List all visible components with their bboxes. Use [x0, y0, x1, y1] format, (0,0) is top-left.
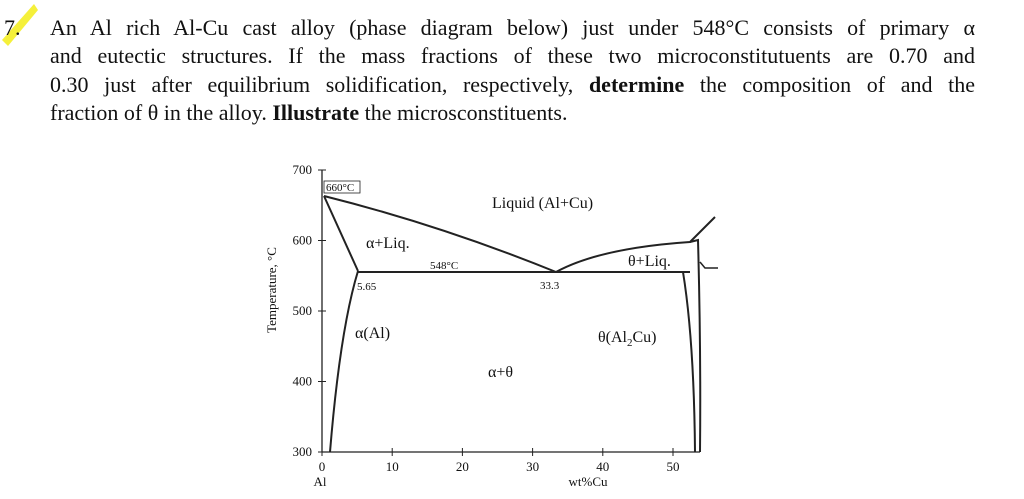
- theta-upper: [699, 261, 718, 269]
- question-number: 7.: [4, 15, 21, 40]
- label: α+θ: [488, 364, 513, 381]
- y-tick-label: 700: [293, 162, 313, 177]
- theta-left: [682, 271, 696, 453]
- label: α(Al): [355, 325, 390, 342]
- label: α+Liq.: [366, 235, 410, 252]
- bold-text: Illustrate: [272, 100, 360, 125]
- label-sub: 2: [627, 337, 633, 349]
- label-box: [323, 180, 361, 194]
- x-tick-label: 10: [386, 459, 399, 474]
- label: 5.65: [357, 281, 377, 293]
- solvus: [329, 270, 359, 453]
- x-tick-label: 40: [596, 459, 609, 474]
- liquidus-left: [323, 195, 557, 273]
- text: 0.30 just after equilibrium solidificati…: [50, 72, 589, 97]
- label-part: θ(Al: [598, 329, 628, 346]
- y-tick-label: 500: [293, 303, 313, 318]
- label: 33.3: [540, 280, 560, 292]
- label: Liquid (Al+Cu): [492, 195, 593, 212]
- bold-text: determine: [588, 72, 685, 97]
- liquidus-right: [555, 216, 716, 273]
- text-line: and eutectic structures. If the mass fra…: [50, 42, 975, 70]
- text-line: 0.30 just after equilibrium solidificati…: [50, 71, 975, 99]
- y-tick-label: 600: [293, 233, 313, 248]
- x-tick-label: 0: [319, 459, 326, 474]
- x-tick-label: 50: [667, 459, 680, 474]
- text: the composition of and the: [684, 72, 975, 97]
- label: θ(Al2Cu): [598, 329, 657, 349]
- y-axis-label: Temperature, °C: [264, 247, 279, 333]
- highlight: [2, 4, 38, 46]
- label: θ+Liq.: [628, 253, 671, 270]
- text-line: An Al rich Al-Cu cast alloy (phase diagr…: [50, 14, 975, 42]
- solidus: [323, 195, 359, 272]
- x-tick-label: 30: [526, 459, 539, 474]
- text: An Al rich Al-Cu cast alloy (phase diagr…: [50, 15, 975, 40]
- theta-right: [689, 238, 702, 453]
- text-line: fraction of θ in the alloy. Illustrate t…: [50, 99, 975, 127]
- text: and eutectic structures. If the mass fra…: [50, 43, 975, 68]
- y-tick-label: 400: [293, 374, 313, 389]
- label: 660°C: [326, 182, 354, 194]
- text: fraction of θ in the alloy.: [50, 100, 273, 125]
- diagram-lines: [321, 170, 718, 453]
- y-tick-label: 300: [293, 444, 313, 459]
- text: the microsconstituents.: [359, 100, 568, 125]
- highlight-mark: [2, 4, 38, 46]
- x-tick-label: 20: [456, 459, 469, 474]
- x-origin-label: Al: [314, 474, 327, 489]
- label: 548°C: [430, 260, 458, 272]
- x-axis-label: wt%Cu: [569, 474, 609, 489]
- label-part: Cu): [633, 329, 657, 346]
